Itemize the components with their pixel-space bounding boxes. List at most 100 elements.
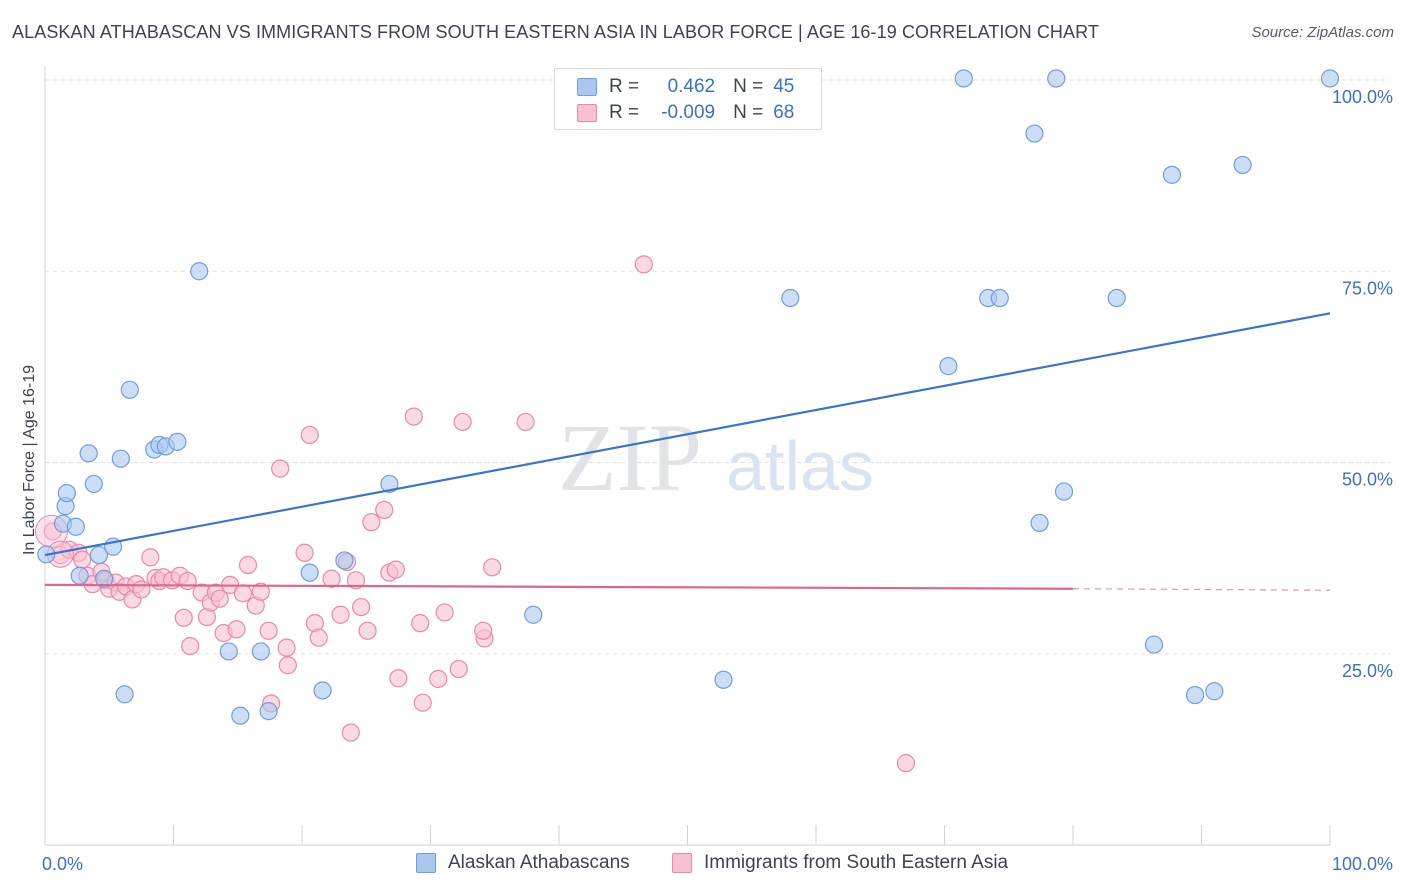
data-point-immigrants [411, 614, 430, 633]
data-point-immigrants [341, 723, 360, 742]
data-point-athabascans [57, 484, 76, 503]
data-point-athabascans [1047, 69, 1066, 88]
legend-swatch-pink [577, 104, 597, 122]
data-point-immigrants [346, 571, 366, 590]
trend-line-immigrants [44, 583, 1074, 590]
data-point-immigrants [141, 548, 160, 567]
legend-row-immigrants: R = -0.009 N = 68 [577, 101, 794, 125]
data-point-athabascans [168, 432, 187, 451]
data-point-athabascans [990, 288, 1009, 308]
data-point-immigrants [389, 669, 408, 688]
x-tick-label: 100.0% [1332, 854, 1393, 874]
series-immigrants-points [34, 255, 916, 773]
watermark: ZIP atlas [558, 404, 874, 511]
data-point-immigrants [362, 513, 381, 532]
data-point-immigrants [309, 628, 328, 647]
legend-item-athabascans: Alaskan Athabascans [416, 852, 630, 874]
data-point-immigrants [227, 620, 246, 639]
data-point-athabascans [1320, 69, 1340, 88]
data-point-immigrants [174, 608, 193, 627]
series-athabascans-points [37, 69, 1340, 725]
data-point-athabascans [190, 262, 209, 281]
data-point-athabascans [1025, 124, 1044, 143]
legend-label-athabascans: Alaskan Athabascans [448, 852, 630, 873]
legend-r-value: 0.462 [667, 76, 716, 97]
axes [44, 66, 1331, 846]
trend-line-athabascans [44, 312, 1331, 557]
data-point-immigrants [453, 412, 472, 432]
data-point-immigrants [483, 558, 502, 577]
data-point-athabascans [939, 357, 958, 376]
data-point-athabascans [1107, 288, 1126, 308]
data-point-athabascans [1144, 635, 1164, 654]
data-point-immigrants [352, 597, 371, 617]
data-point-immigrants [233, 584, 252, 603]
legend-label-immigrants: Immigrants from South Eastern Asia [704, 852, 1009, 873]
data-point-athabascans [1162, 165, 1182, 184]
data-point-athabascans [313, 681, 332, 700]
data-point-immigrants [896, 754, 916, 773]
data-point-athabascans [781, 288, 800, 308]
legend-n-label: N = [733, 76, 764, 97]
data-point-immigrants [413, 693, 432, 712]
data-point-athabascans [70, 566, 89, 585]
data-point-immigrants [634, 255, 653, 274]
data-point-athabascans [1185, 685, 1205, 705]
data-point-athabascans [84, 474, 103, 494]
data-point-athabascans [219, 642, 238, 661]
legend-r-label: R = [609, 76, 640, 97]
watermark-atlas: atlas [726, 427, 874, 505]
data-point-immigrants [300, 425, 319, 445]
data-point-athabascans [89, 545, 109, 565]
data-point-immigrants [271, 459, 290, 478]
data-point-athabascans [95, 569, 114, 588]
correlation-legend: R = 0.462 N = 45 R = -0.009 N = 68 [554, 68, 822, 130]
data-point-athabascans [335, 551, 354, 570]
series-legend: Alaskan Athabascans Immigrants from Sout… [0, 852, 1406, 876]
data-point-athabascans [380, 474, 399, 494]
data-point-athabascans [954, 69, 973, 88]
legend-swatch-blue [577, 78, 597, 96]
legend-swatch-pink [672, 853, 692, 873]
data-point-athabascans [1205, 682, 1224, 701]
data-point-athabascans [1233, 155, 1252, 175]
data-point-athabascans [111, 449, 130, 468]
tick-labels: 25.0% 50.0% 75.0% 100.0% 0.0% 100.0% [42, 87, 1393, 874]
chart-title: ALASKAN ATHABASCAN VS IMMIGRANTS FROM SO… [12, 22, 1100, 42]
data-point-immigrants [386, 560, 405, 579]
legend-n-value: 68 [773, 102, 795, 123]
data-point-athabascans [1030, 513, 1049, 533]
data-point-immigrants [375, 500, 394, 520]
watermark-zip: ZIP [558, 404, 702, 511]
data-point-immigrants [251, 582, 270, 601]
data-point-immigrants [210, 589, 229, 608]
data-point-athabascans [251, 642, 270, 661]
legend-n-label: N = [733, 102, 764, 123]
data-point-athabascans [120, 380, 139, 399]
x-tick-label: 0.0% [42, 854, 83, 874]
legend-swatch-blue [416, 853, 436, 873]
data-point-immigrants [429, 669, 448, 689]
legend-r-value: -0.009 [661, 102, 716, 123]
data-point-immigrants [178, 571, 197, 591]
data-point-athabascans [115, 685, 134, 704]
data-point-immigrants [474, 621, 493, 640]
data-point-immigrants [259, 621, 278, 640]
data-point-immigrants [516, 412, 535, 432]
trend-lines [44, 312, 1331, 591]
data-point-immigrants [181, 636, 200, 656]
data-point-immigrants [238, 555, 258, 575]
data-point-immigrants [358, 621, 377, 640]
data-point-athabascans [714, 670, 733, 689]
data-point-athabascans [231, 706, 250, 725]
data-point-immigrants [277, 638, 296, 657]
data-point-immigrants [278, 656, 297, 675]
data-point-immigrants [73, 550, 92, 569]
y-tick-label: 25.0% [1342, 661, 1393, 681]
data-point-athabascans [1054, 482, 1074, 501]
y-tick-label: 100.0% [1332, 87, 1393, 107]
y-tick-label: 75.0% [1342, 278, 1393, 298]
data-point-athabascans [259, 702, 278, 721]
data-point-immigrants [132, 580, 151, 599]
